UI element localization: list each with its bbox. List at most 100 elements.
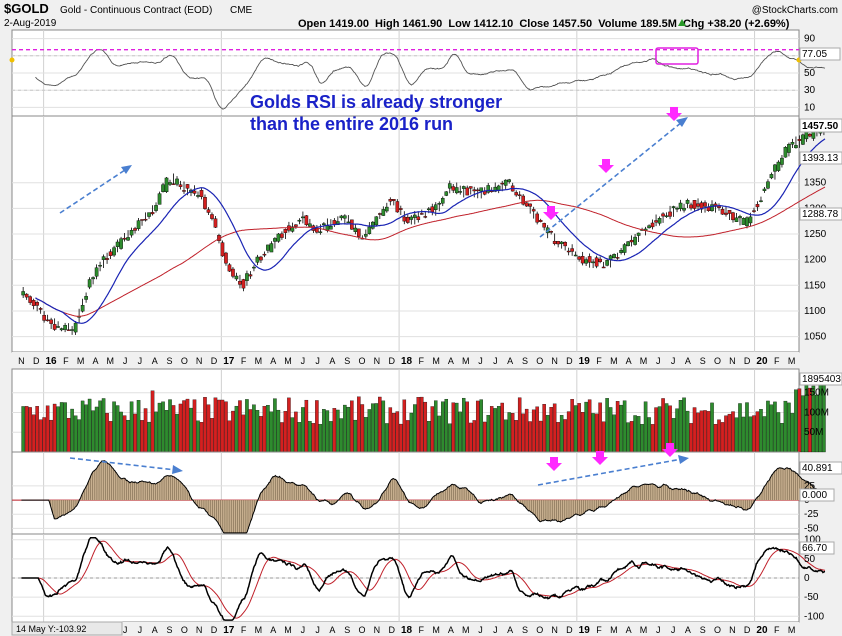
volume-bar [584,401,588,453]
month-tick-label: A [329,356,335,366]
candle-body [500,182,505,185]
chart-date: 2-Aug-2019 [4,18,57,29]
volume-bar [94,406,99,453]
volume-bar [255,410,260,453]
month-tick-label: A [270,625,276,635]
month-tick-label: J [123,625,128,635]
volume-bar [294,411,298,453]
volume-bar [322,409,326,453]
candle-body [196,195,200,197]
month-tick-label: O [536,356,543,366]
volume-bar [682,397,686,453]
price-panel [11,115,826,353]
volume-bar [182,400,186,453]
month-tick-label: J [478,625,483,635]
volume-bar [59,402,64,453]
volume-bar [769,404,774,453]
volume-bar [283,411,288,453]
volume-bar [343,404,347,453]
volume-bar [797,388,802,453]
candle-body [447,183,452,189]
candle-body [790,142,795,145]
volume-bar [206,404,211,453]
pink-down-arrow-icon [543,206,559,220]
volume-bar [350,400,354,453]
candle-body [808,134,812,137]
candle-body [468,186,473,189]
candle-body [696,203,700,207]
volume-bar [752,415,756,453]
candle-body [224,252,228,264]
month-tick-label: 20 [756,356,768,367]
volume-bar [311,423,316,453]
volume-bar [724,415,728,453]
candle-body [440,198,445,204]
volume-bar [70,408,74,453]
cursor-readout: 14 May Y:-103.92 [16,624,86,634]
month-tick-label: J [138,625,143,635]
candle-body [367,226,372,234]
volume-bar [154,411,158,453]
volume-bar [385,423,389,453]
volume-bar [140,420,144,453]
volume-bar [580,412,585,453]
value-tags: 77.05 1457.50 1393.13 1288.78 1895403 40… [799,47,842,555]
candle-body [105,258,109,260]
month-tick-label: J [671,356,676,366]
volume-bar [420,396,424,453]
month-tick-label: A [626,356,632,366]
candle-body [629,239,634,243]
volume-bar [157,402,162,453]
volume-bar [510,413,515,453]
volume-bar [24,406,29,453]
ma-long-line [35,186,826,317]
candle-body [559,241,564,245]
oscillator-last-value: 66.70 [802,543,827,554]
candle-body [80,305,85,312]
volume-bar [259,416,263,453]
candle-body [395,201,400,213]
volume-bar [591,413,595,453]
volume-bar [126,419,130,453]
candle-body [35,302,39,306]
month-tick-label: A [448,356,454,366]
candle-body [402,216,407,222]
month-tick-label: M [640,356,648,366]
month-tick-label: M [107,356,115,366]
candle-body [766,181,770,189]
candle-body [171,183,176,185]
volume-bar [731,411,735,453]
month-tick-label: F [419,356,425,366]
month-tick-label: N [196,356,203,366]
candle-body [587,256,592,263]
volume-bar [224,401,228,453]
candle-body [346,221,351,224]
candle-body [353,227,358,232]
month-tick-label: N [551,356,558,366]
arrow-head-icon [676,117,688,127]
volume-bar [266,405,270,453]
volume-bar [210,418,214,453]
candle-body [556,240,560,245]
price-candles [21,123,826,335]
candle-body [227,264,232,272]
volume-panel [11,368,826,453]
volume-bar [318,424,323,453]
volume-bar [507,412,511,453]
candle-body [675,207,679,210]
arrow-head-icon [172,465,183,474]
volume-bar [608,407,613,453]
candle-body [220,242,225,257]
candle-body [388,199,393,202]
candle-body [392,199,396,201]
candle-body [87,279,92,288]
volume-bar [346,406,351,453]
volume-bar [122,415,127,453]
volume-bar [406,420,410,453]
candle-body [301,216,305,219]
candle-body [570,248,574,252]
month-tick-label: M [255,356,263,366]
candle-body [591,261,595,264]
candle-body [503,179,508,186]
